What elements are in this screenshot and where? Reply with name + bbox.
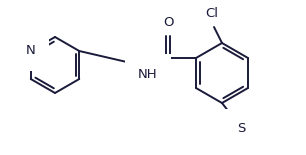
Text: Cl: Cl (206, 7, 218, 20)
Text: N: N (26, 44, 35, 58)
Text: O: O (163, 16, 173, 29)
Text: S: S (237, 122, 245, 135)
Text: NH: NH (138, 67, 158, 80)
